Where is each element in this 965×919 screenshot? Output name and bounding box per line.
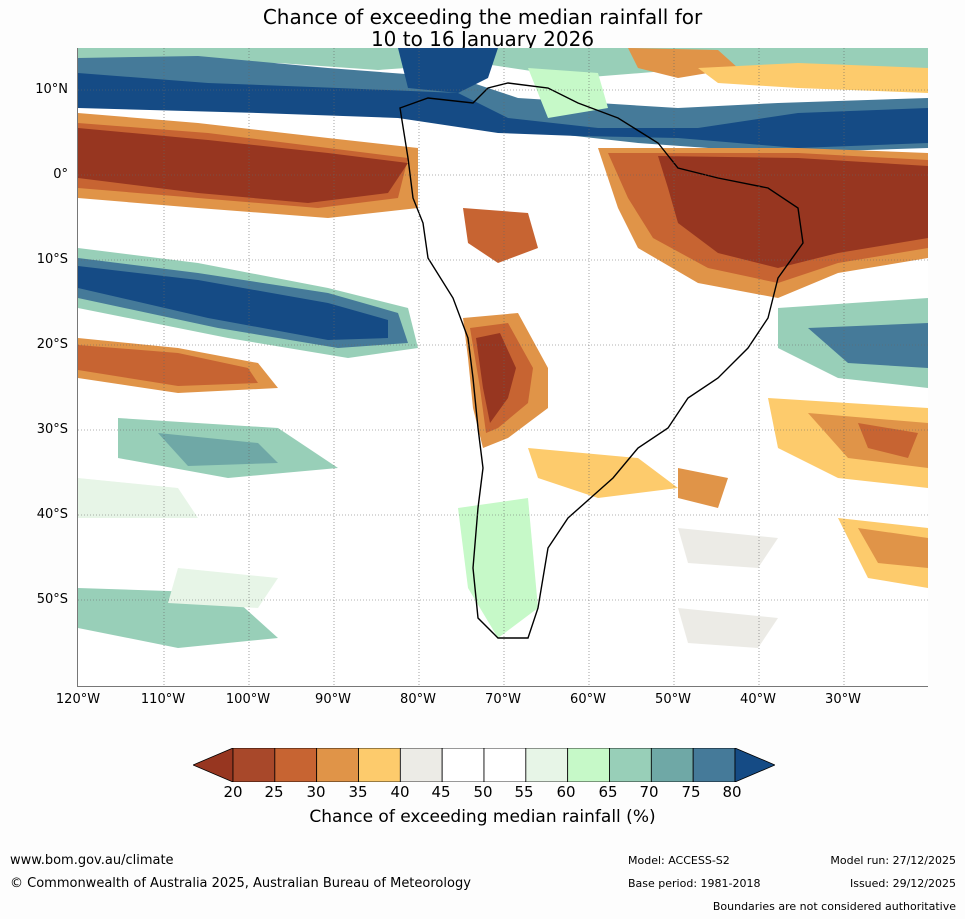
colorbar-segment-10 [609, 748, 652, 782]
map-title-line1: Chance of exceeding the median rainfall … [262, 5, 703, 29]
colorbar-tick-80: 80 [722, 783, 742, 801]
colorbar-segment-9 [567, 748, 610, 782]
colorbar-segment-11 [650, 748, 694, 782]
colorbar [193, 748, 775, 782]
colorbar-segment-5 [399, 748, 443, 782]
colorbar-tick-55: 55 [514, 783, 534, 801]
lon-label-60w: 60°W [570, 692, 606, 707]
lat-label-50s: 50°S [36, 592, 68, 607]
colorbar-segment-8 [525, 748, 569, 782]
copyright-text: © Commonwealth of Australia 2025, Austra… [10, 876, 471, 891]
colorbar-segment-7 [483, 748, 527, 782]
colorbar-segment-4 [358, 748, 401, 782]
colorbar-tick-75: 75 [681, 783, 701, 801]
colorbar-tick-20: 20 [223, 783, 243, 801]
colorbar-segment-6 [441, 748, 485, 782]
colorbar-tick-25: 25 [264, 783, 284, 801]
colorbar-tick-60: 60 [556, 783, 576, 801]
disclaimer-text: Boundaries are not considered authoritat… [712, 900, 956, 913]
base-period-text: Base period: 1981-2018 [628, 877, 761, 890]
colorbar-tick-45: 45 [431, 783, 451, 801]
colorbar-tick-40: 40 [390, 783, 410, 801]
colorbar-label: Chance of exceeding median rainfall (%) [309, 807, 656, 827]
lat-label-10s: 10°S [36, 252, 68, 267]
colorbar-segment-3 [316, 748, 359, 782]
model-run-text: Model run: 27/12/2025 [830, 854, 956, 867]
colorbar-tick-50: 50 [473, 783, 493, 801]
website-text: www.bom.gov.au/climate [10, 853, 174, 868]
rainfall-map [77, 48, 928, 687]
graticule [78, 48, 928, 686]
lon-label-90w: 90°W [315, 692, 351, 707]
lon-label-110w: 110°W [140, 692, 186, 707]
lon-label-80w: 80°W [400, 692, 436, 707]
lon-label-50w: 50°W [655, 692, 691, 707]
colorbar-arrow-high [734, 748, 775, 782]
lat-label-30s: 30°S [36, 422, 68, 437]
lon-label-30w: 30°W [825, 692, 861, 707]
lon-label-100w: 100°W [225, 692, 271, 707]
colorbar-segment-1 [232, 748, 276, 782]
map-title-line2: 10 to 16 January 2026 [370, 27, 595, 51]
lat-label-40s: 40°S [36, 507, 68, 522]
lat-label-20s: 20°S [36, 337, 68, 352]
colorbar-segment-12 [692, 748, 736, 782]
issued-text: Issued: 29/12/2025 [849, 877, 956, 890]
continent-outline [399, 82, 804, 639]
lon-label-120w: 120°W [55, 692, 101, 707]
colorbar-tick-70: 70 [639, 783, 659, 801]
colorbar-tick-65: 65 [598, 783, 618, 801]
lon-label-70w: 70°W [485, 692, 521, 707]
colorbar-tick-30: 30 [306, 783, 326, 801]
model-text: Model: ACCESS-S2 [628, 854, 730, 867]
colorbar-segment-2 [274, 748, 318, 782]
lon-label-40w: 40°W [740, 692, 776, 707]
lat-label-0: 0° [53, 167, 68, 182]
colorbar-arrow-low [193, 748, 234, 782]
map-field [78, 48, 928, 648]
lat-label-10n: 10°N [35, 82, 68, 97]
colorbar-tick-35: 35 [348, 783, 368, 801]
